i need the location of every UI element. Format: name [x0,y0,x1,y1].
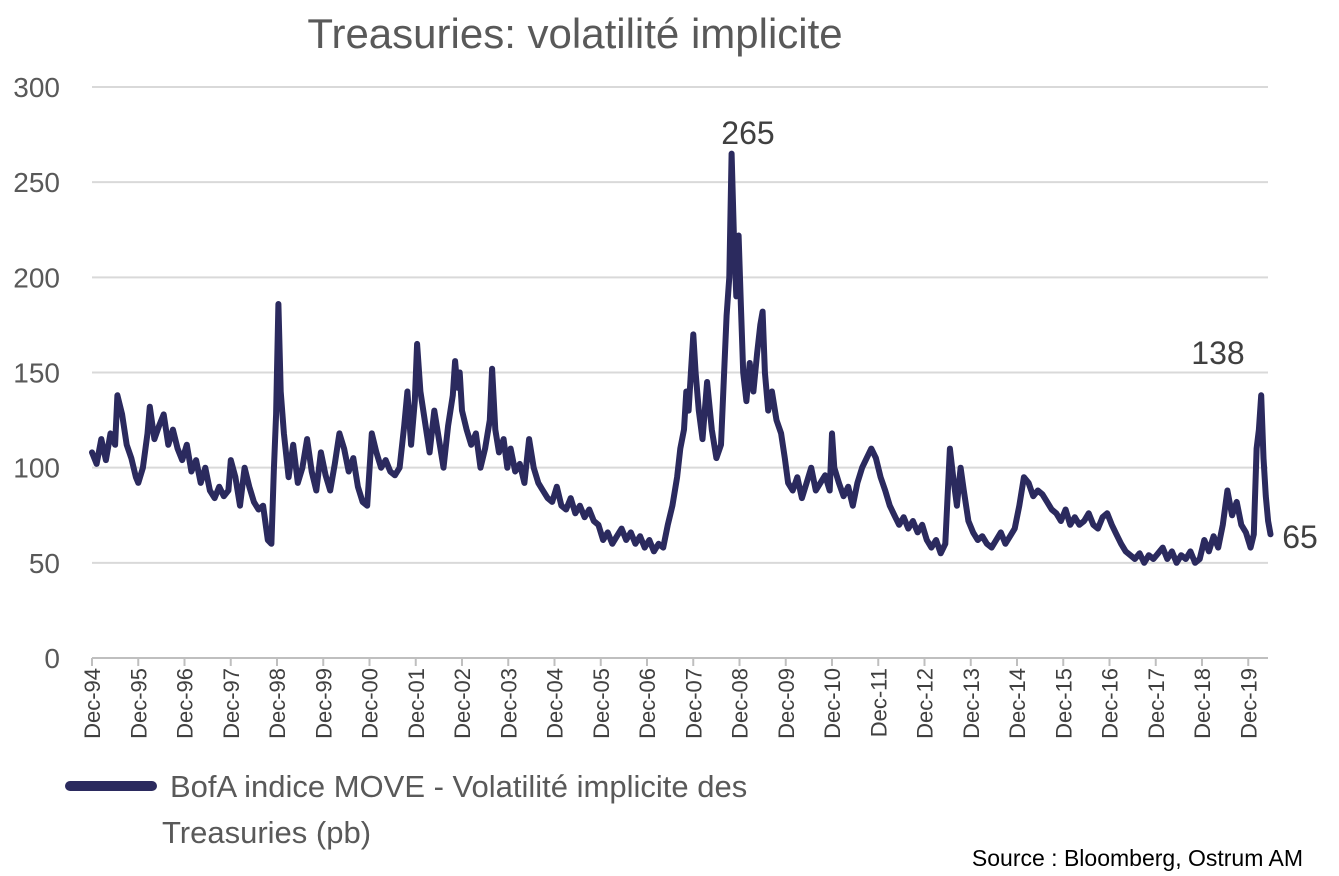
x-tick-label: Dec-98 [265,668,290,739]
x-tick-label: Dec-09 [774,668,799,739]
y-tick-label: 250 [13,167,60,198]
x-tick-label: Dec-17 [1144,668,1169,739]
x-tick-label: Dec-99 [311,668,336,739]
annotation-peak-2008: 265 [721,115,774,151]
y-tick-label: 50 [29,548,60,579]
x-tick-label: Dec-00 [358,668,383,739]
x-tick-label: Dec-05 [589,668,614,739]
x-tick-label: Dec-02 [450,668,475,739]
legend-label-line: BofA indice MOVE - Volatilité implicite … [170,769,747,804]
x-tick-label: Dec-04 [543,668,568,739]
x-tick-label: Dec-16 [1098,668,1123,739]
y-axis-tick-labels: 0 50 100 150 200 250 300 [13,72,60,674]
x-tick-label: Dec-12 [913,668,938,739]
x-tick-label: Dec-95 [126,668,151,739]
x-tick-label: Dec-15 [1051,668,1076,739]
x-tick-label: Dec-10 [820,668,845,739]
chart-title: Treasuries: volatilité implicite [307,10,842,57]
legend-label-line: Treasuries (pb) [162,815,371,850]
x-tick-label: Dec-97 [219,668,244,739]
x-tick-label: Dec-11 [866,668,891,737]
x-tick-label: Dec-14 [1005,668,1030,739]
source-note: Source : Bloomberg, Ostrum AM [972,845,1303,871]
y-tick-label: 0 [44,643,60,674]
y-tick-label: 300 [13,72,60,103]
x-axis-tick-labels: Dec-94 Dec-95 Dec-96 Dec-97 Dec-98 Dec-99 Dec-… [80,658,1261,739]
x-tick-label: Dec-13 [959,668,984,739]
x-tick-label: Dec-18 [1190,668,1215,739]
x-tick-label: Dec-01 [404,668,429,739]
x-tick-label: Dec-19 [1236,668,1261,739]
x-tick-label: Dec-94 [80,668,105,739]
gridlines [92,86,1268,564]
y-tick-label: 100 [13,453,60,484]
x-tick-label: Dec-96 [173,668,198,739]
legend-label: BofA indice MOVE - Volatilité implicite … [162,769,747,850]
x-tick-label: Dec-06 [635,668,660,739]
y-tick-label: 200 [13,262,60,293]
annotation-last-value: 65 [1282,519,1318,555]
y-tick-label: 150 [13,358,60,389]
series-line-move [89,150,1274,566]
x-tick-label: Dec-03 [496,668,521,739]
x-tick-label: Dec-07 [681,668,706,739]
annotation-peak-2020: 138 [1191,335,1244,371]
x-tick-label: Dec-08 [728,668,753,739]
